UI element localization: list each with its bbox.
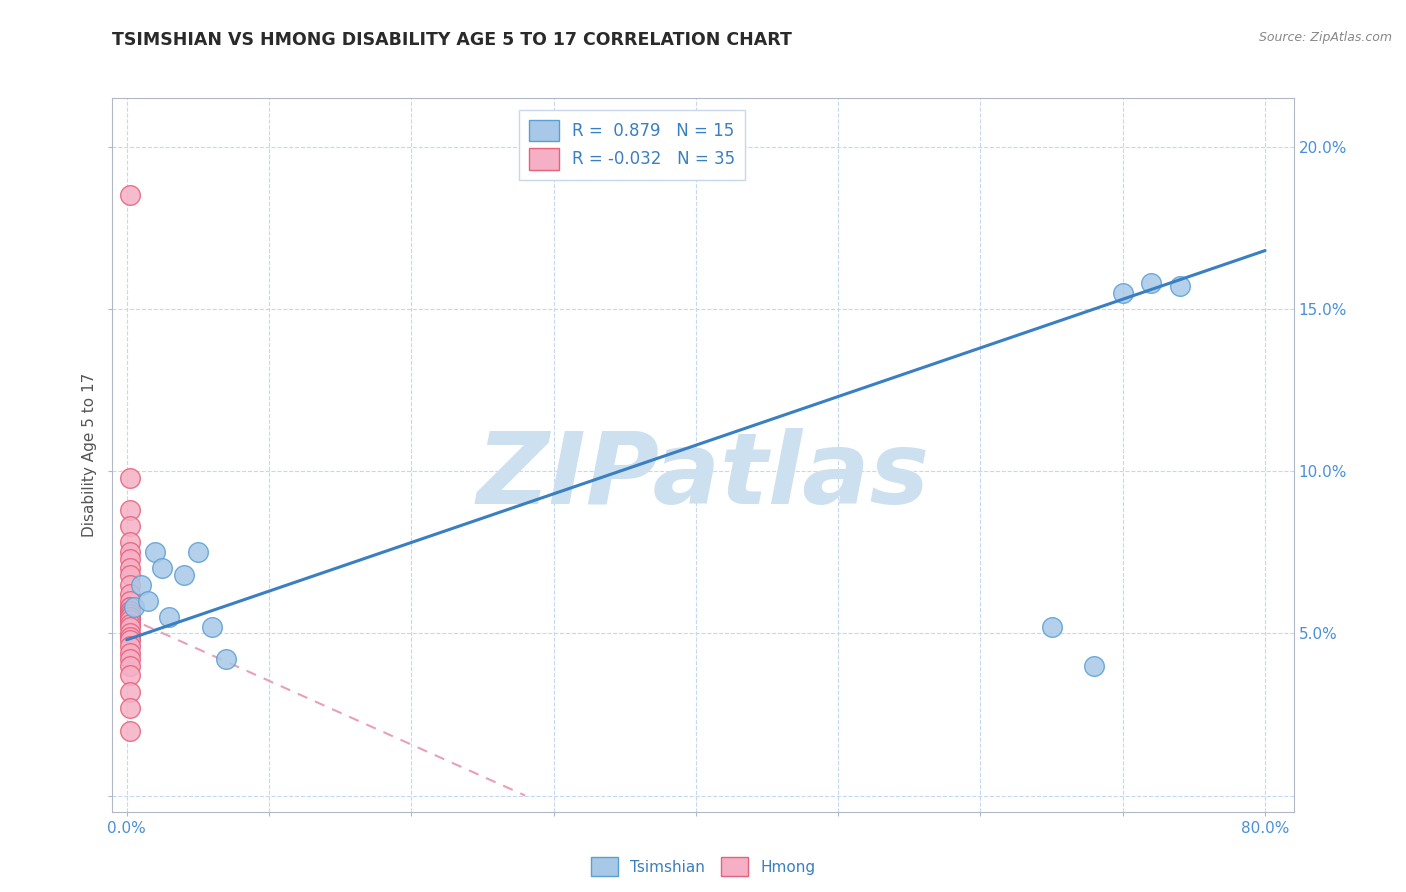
Point — [1140, 276, 1163, 290]
Text: Source: ZipAtlas.com: Source: ZipAtlas.com — [1258, 31, 1392, 45]
Point — [118, 658, 141, 673]
Point — [118, 587, 141, 601]
Point — [118, 188, 141, 202]
Point — [118, 561, 141, 575]
Point — [118, 503, 141, 517]
Point — [118, 646, 141, 660]
Point — [215, 652, 238, 666]
Y-axis label: Disability Age 5 to 17: Disability Age 5 to 17 — [82, 373, 97, 537]
Point — [118, 577, 141, 591]
Point — [129, 577, 152, 591]
Point — [118, 684, 141, 698]
Point — [118, 668, 141, 682]
Point — [118, 519, 141, 533]
Point — [150, 561, 173, 575]
Point — [118, 652, 141, 666]
Point — [118, 701, 141, 715]
Point — [136, 594, 159, 608]
Point — [187, 545, 209, 559]
Point — [118, 616, 141, 631]
Point — [173, 568, 195, 582]
Point — [118, 607, 141, 621]
Point — [143, 545, 166, 559]
Point — [118, 610, 141, 624]
Point — [1040, 620, 1063, 634]
Point — [118, 723, 141, 738]
Text: TSIMSHIAN VS HMONG DISABILITY AGE 5 TO 17 CORRELATION CHART: TSIMSHIAN VS HMONG DISABILITY AGE 5 TO 1… — [112, 31, 793, 49]
Point — [118, 632, 141, 647]
Legend: Tsimshian, Hmong: Tsimshian, Hmong — [585, 851, 821, 882]
Point — [118, 630, 141, 644]
Point — [118, 600, 141, 615]
Point — [118, 545, 141, 559]
Text: ZIPatlas: ZIPatlas — [477, 428, 929, 524]
Point — [1168, 279, 1191, 293]
Point — [118, 607, 141, 621]
Point — [118, 568, 141, 582]
Point — [118, 535, 141, 549]
Point — [118, 620, 141, 634]
Point — [118, 600, 141, 615]
Point — [122, 600, 145, 615]
Point — [1112, 285, 1135, 300]
Point — [118, 604, 141, 618]
Point — [201, 620, 224, 634]
Point — [118, 640, 141, 654]
Point — [1083, 658, 1105, 673]
Point — [118, 613, 141, 627]
Point — [118, 604, 141, 618]
Point — [118, 610, 141, 624]
Point — [118, 594, 141, 608]
Point — [118, 551, 141, 566]
Point — [118, 610, 141, 624]
Point — [118, 626, 141, 640]
Point — [118, 470, 141, 484]
Point — [157, 610, 180, 624]
